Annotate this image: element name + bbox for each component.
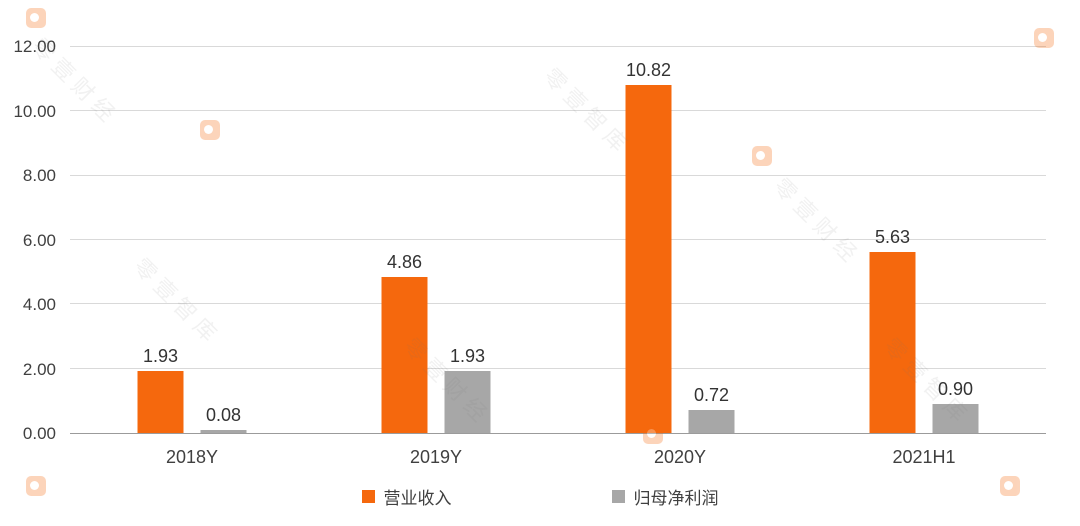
- legend-item: 归母净利润: [611, 484, 719, 509]
- bar-value-label: 1.93: [142, 345, 179, 366]
- bar-value-label: 0.90: [937, 379, 974, 400]
- bar-value-label: 5.63: [874, 226, 911, 247]
- x-category-label: 2021H1: [892, 447, 956, 467]
- bar-营业收入: [625, 84, 672, 433]
- y-tick-label: 10.00: [13, 101, 56, 121]
- x-category-label: 2020Y: [653, 447, 707, 467]
- x-category-label: 2019Y: [409, 447, 463, 467]
- gridline: [70, 239, 1046, 240]
- watermark-logo-icon: [26, 8, 46, 28]
- bar-value-label: 4.86: [386, 251, 423, 272]
- bar-value-label: 0.08: [205, 405, 242, 426]
- bar-group-2019Y: 4.86 1.93: [381, 47, 491, 433]
- bar-group-2018Y: 1.93 0.08: [137, 47, 247, 433]
- bar-item: 0.90: [932, 47, 979, 433]
- bar-item: 0.72: [688, 47, 735, 433]
- y-axis: 0.00 2.00 4.00 6.00 8.00 10.00 12.00: [0, 37, 62, 443]
- bar-item: 5.63: [869, 47, 916, 433]
- bar-value-label: 10.82: [625, 59, 672, 80]
- legend-label: 营业收入: [383, 489, 452, 508]
- bar-营业收入: [137, 370, 184, 433]
- legend-label: 归母净利润: [633, 489, 719, 508]
- gridline: [70, 46, 1046, 47]
- bar-营业收入: [869, 251, 916, 433]
- x-axis: 2018Y 2019Y 2020Y 2021H1: [70, 447, 1046, 473]
- bar-item: 1.93: [444, 47, 491, 433]
- y-tick-label: 6.00: [22, 230, 56, 250]
- plot-area: 1.93 0.08 4.86 1.93 10.82 0.72 5.63 0.90: [70, 46, 1046, 434]
- bar-group-2020Y: 10.82 0.72: [625, 47, 735, 433]
- y-tick-label: 4.00: [22, 295, 56, 315]
- y-tick-label: 2.00: [22, 359, 56, 379]
- gridline: [70, 110, 1046, 112]
- gridline: [70, 174, 1046, 176]
- gridline: [70, 303, 1046, 305]
- bar-value-label: 0.72: [693, 384, 730, 405]
- bar-item: 4.86: [381, 47, 428, 433]
- bar-归母净利润: [444, 370, 491, 433]
- legend-swatch-icon: [611, 490, 625, 503]
- bar-归母净利润: [688, 409, 735, 433]
- bar-item: 1.93: [137, 47, 184, 433]
- x-category-label: 2018Y: [165, 447, 219, 467]
- y-tick-label: 8.00: [22, 166, 56, 186]
- bar-item: 0.08: [200, 47, 247, 433]
- legend-item: 营业收入: [361, 484, 452, 509]
- watermark-logo-icon: [1034, 28, 1054, 48]
- bar-归母净利润: [932, 404, 979, 433]
- y-tick-label: 0.00: [22, 424, 56, 443]
- legend: 营业收入 归母净利润: [0, 484, 1080, 509]
- bar-group-2021H1: 5.63 0.90: [869, 47, 979, 433]
- bar-营业收入: [381, 276, 428, 433]
- gridline: [70, 367, 1046, 369]
- bar-归母净利润: [200, 430, 247, 433]
- bar-item: 10.82: [625, 47, 672, 433]
- legend-swatch-icon: [361, 490, 375, 503]
- y-tick-label: 12.00: [13, 37, 56, 56]
- bar-value-label: 1.93: [449, 345, 486, 366]
